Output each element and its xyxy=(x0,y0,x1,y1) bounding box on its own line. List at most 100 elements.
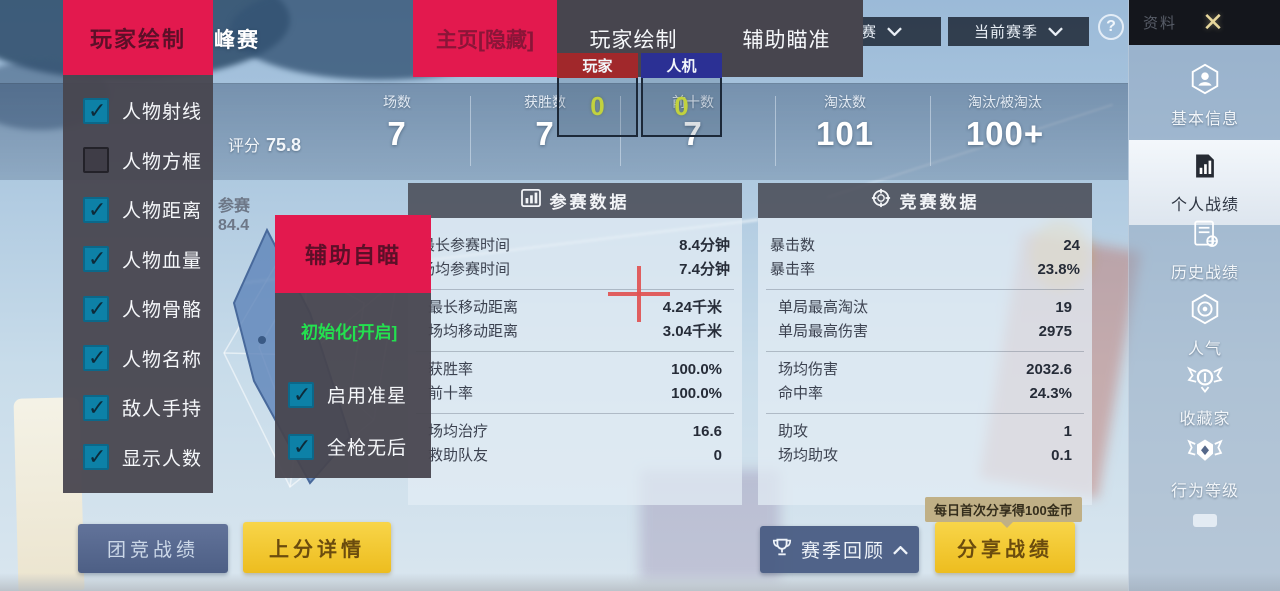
panel-title: 竞赛数据 xyxy=(899,193,980,212)
profile-hexagon-icon xyxy=(1188,62,1222,101)
checkbox[interactable] xyxy=(83,246,109,273)
stat-row: 助攻 1 xyxy=(778,423,1072,440)
share-reward-tooltip: 每日首次分享得100金币 xyxy=(925,497,1082,528)
player-counter-label[interactable]: 玩家 xyxy=(557,53,638,78)
score-label: 评分 xyxy=(228,138,261,155)
season-dropdown[interactable]: 当前赛季 xyxy=(948,17,1089,46)
bar-chart-icon xyxy=(520,189,541,212)
panel-header: 参赛数据 xyxy=(408,183,742,218)
sidebar-item-basic-info[interactable]: 基本信息 xyxy=(1129,62,1280,129)
stat-value: 7 xyxy=(535,115,555,152)
chevron-up-icon xyxy=(893,539,908,561)
stat-row: 暴击率 23.8% xyxy=(770,261,1080,278)
cheat-tab-draw[interactable]: 玩家绘制 xyxy=(589,29,678,52)
stat-row: 场均治疗 16.6 xyxy=(428,423,722,440)
bot-counter-box: 0 xyxy=(641,78,722,137)
cheat-tab-aim[interactable]: 辅助瞄准 xyxy=(742,29,831,52)
panel-body: 最长参赛时间 8.4分钟 场均参赛时间 7.4分钟 最长移动距离 4.24千米 场均移… xyxy=(408,218,742,505)
rank-details-button[interactable]: 上分详情 xyxy=(243,522,391,573)
bot-counter: 人机 0 xyxy=(641,53,722,137)
aim-panel-title[interactable]: 辅助自瞄 xyxy=(275,215,431,293)
share-stats-button[interactable]: 分享战绩 xyxy=(935,522,1075,573)
esp-option-playercount[interactable]: 显示人数 xyxy=(63,444,213,471)
stat-value: 7 xyxy=(387,115,407,152)
player-counter-box: 0 xyxy=(557,78,638,137)
sidebar-item-conduct-level[interactable]: 行为等级 xyxy=(1129,436,1280,501)
esp-option-name[interactable]: 人物名称 xyxy=(63,345,213,372)
aim-init-status[interactable]: 初始化[开启] xyxy=(301,323,398,342)
stat-eliminations: 淘汰数 101 xyxy=(770,92,920,153)
esp-panel-title[interactable]: 玩家绘制 xyxy=(63,0,213,75)
season-review-button[interactable]: 赛季回顾 xyxy=(760,526,919,573)
checkbox[interactable] xyxy=(288,381,314,408)
aim-option-crosshair[interactable]: 启用准星 xyxy=(275,381,407,408)
sidebar-item-popularity[interactable]: 人气 xyxy=(1129,292,1280,359)
cheat-home-tab[interactable]: 主页[隐藏] xyxy=(413,0,557,77)
score-text: 评分 75.8 xyxy=(228,132,301,156)
stat-matches: 场数 7 xyxy=(322,92,472,153)
radar-axis-value: 84.4 xyxy=(218,217,250,234)
esp-draw-panel: 玩家绘制 人物射线 人物方框 人物距离 人物血量 人物骨骼 人物名称 敌人手持 … xyxy=(63,0,213,493)
checkbox[interactable] xyxy=(83,196,109,223)
checkbox[interactable] xyxy=(83,295,109,322)
esp-option-health[interactable]: 人物血量 xyxy=(63,246,213,273)
divider xyxy=(930,96,931,166)
stat-label: 获胜数 xyxy=(524,94,566,110)
conduct-shield-icon xyxy=(1187,436,1223,473)
profile-sidebar: 资料 ✕ 基本信息 个人战绩 历史战绩 人气 xyxy=(1128,0,1280,591)
stat-row: 场均伤害 2032.6 xyxy=(778,361,1072,378)
stat-top10: 前十数 7 xyxy=(618,92,768,153)
trophy-icon xyxy=(771,536,793,564)
stat-row: 单局最高淘汰 19 xyxy=(778,299,1072,316)
participation-data-panel: 参赛数据 最长参赛时间 8.4分钟 场均参赛时间 7.4分钟 最长移动距离 4.24千… xyxy=(408,183,742,505)
stat-label: 场数 xyxy=(383,94,411,110)
aim-option-norecoil[interactable]: 全枪无后 xyxy=(275,433,407,460)
checkbox[interactable] xyxy=(288,433,314,460)
stat-kd: 淘汰/被淘汰 100+ xyxy=(930,92,1080,153)
target-icon xyxy=(871,188,891,213)
checkbox[interactable] xyxy=(83,394,109,421)
sidebar-item-collector[interactable]: 收藏家 xyxy=(1129,364,1280,429)
sidebar-scroll-indicator xyxy=(1193,514,1217,527)
stat-row: 场均助攻 0.1 xyxy=(778,447,1072,464)
stat-label: 淘汰数 xyxy=(824,94,866,110)
esp-option-skeleton[interactable]: 人物骨骼 xyxy=(63,295,213,322)
esp-option-ray[interactable]: 人物射线 xyxy=(63,97,213,124)
panel-body: 暴击数 24 暴击率 23.8% 单局最高淘汰 19 单局最高伤害 2975 场均伤害 2… xyxy=(758,218,1092,505)
aim-crosshair-overlay xyxy=(608,266,670,322)
stat-row: 获胜率 100.0% xyxy=(428,361,722,378)
stat-row: 场均移动距离 3.04千米 xyxy=(428,323,722,340)
esp-option-weapon[interactable]: 敌人手持 xyxy=(63,394,213,421)
player-counter: 玩家 0 xyxy=(557,53,638,137)
sidebar-item-history-stats[interactable]: 历史战绩 xyxy=(1129,218,1280,283)
esp-option-box[interactable]: 人物方框 xyxy=(63,147,213,174)
competition-data-panel: 竞赛数据 暴击数 24 暴击率 23.8% 单局最高淘汰 19 单局最高伤害 2975 … xyxy=(758,183,1092,505)
checkbox[interactable] xyxy=(83,444,109,470)
sidebar-item-personal-stats[interactable]: 个人战绩 xyxy=(1129,140,1280,225)
esp-panel-body: 人物射线 人物方框 人物距离 人物血量 人物骨骼 人物名称 敌人手持 显示人数 xyxy=(63,75,213,493)
checkbox[interactable] xyxy=(83,97,109,124)
esp-option-distance[interactable]: 人物距离 xyxy=(63,196,213,223)
stat-row: 单局最高伤害 2975 xyxy=(778,323,1072,340)
team-stats-button[interactable]: 团竞战绩 xyxy=(78,524,228,573)
stat-value: 100+ xyxy=(965,115,1045,152)
stat-row: 救助队友 0 xyxy=(428,447,722,464)
chevron-down-icon xyxy=(1048,23,1063,40)
bot-counter-label[interactable]: 人机 xyxy=(641,53,722,78)
stat-row: 最长参赛时间 8.4分钟 xyxy=(420,237,730,254)
stat-row: 最长移动距离 4.24千米 xyxy=(428,299,722,316)
stat-label: 淘汰/被淘汰 xyxy=(968,94,1042,110)
checkbox[interactable] xyxy=(83,345,109,372)
popularity-hexagon-icon xyxy=(1188,292,1222,331)
stat-row: 命中率 24.3% xyxy=(778,385,1072,402)
stat-row: 暴击数 24 xyxy=(770,237,1080,254)
help-icon[interactable]: ? xyxy=(1098,14,1124,40)
checkbox[interactable] xyxy=(83,147,109,174)
stat-wins: 获胜数 7 xyxy=(470,92,620,153)
cheat-top-menu: 主页[隐藏] 玩家绘制 辅助瞄准 玩家 0 人机 0 xyxy=(413,0,863,137)
history-document-icon xyxy=(1189,218,1221,255)
panel-header: 竞赛数据 xyxy=(758,183,1092,218)
stat-label: 前十数 xyxy=(672,94,714,110)
close-icon[interactable]: ✕ xyxy=(1202,6,1224,37)
collector-medal-icon xyxy=(1187,364,1223,401)
